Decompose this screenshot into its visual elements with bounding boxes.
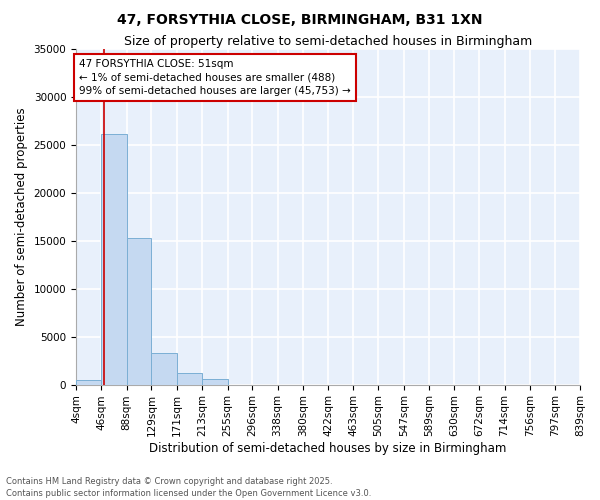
Bar <box>202 379 227 384</box>
Text: Contains HM Land Registry data © Crown copyright and database right 2025.
Contai: Contains HM Land Registry data © Crown c… <box>6 476 371 498</box>
Bar <box>177 373 202 384</box>
Text: 47 FORSYTHIA CLOSE: 51sqm
← 1% of semi-detached houses are smaller (488)
99% of : 47 FORSYTHIA CLOSE: 51sqm ← 1% of semi-d… <box>79 59 351 96</box>
Bar <box>127 238 151 384</box>
Title: Size of property relative to semi-detached houses in Birmingham: Size of property relative to semi-detach… <box>124 35 532 48</box>
X-axis label: Distribution of semi-detached houses by size in Birmingham: Distribution of semi-detached houses by … <box>149 442 507 455</box>
Bar <box>76 380 101 384</box>
Y-axis label: Number of semi-detached properties: Number of semi-detached properties <box>15 108 28 326</box>
Bar <box>101 134 127 384</box>
Text: 47, FORSYTHIA CLOSE, BIRMINGHAM, B31 1XN: 47, FORSYTHIA CLOSE, BIRMINGHAM, B31 1XN <box>117 12 483 26</box>
Bar <box>151 353 177 384</box>
